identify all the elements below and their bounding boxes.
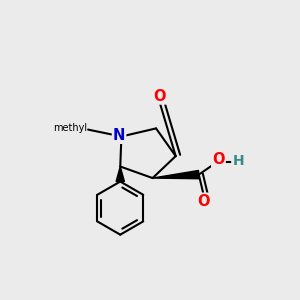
Text: H: H	[232, 154, 244, 168]
Polygon shape	[153, 170, 199, 179]
Text: O: O	[212, 152, 225, 167]
Polygon shape	[116, 167, 124, 182]
Text: N: N	[113, 128, 125, 143]
Text: O: O	[153, 88, 166, 104]
Text: O: O	[197, 194, 210, 209]
Text: methyl: methyl	[52, 123, 87, 134]
